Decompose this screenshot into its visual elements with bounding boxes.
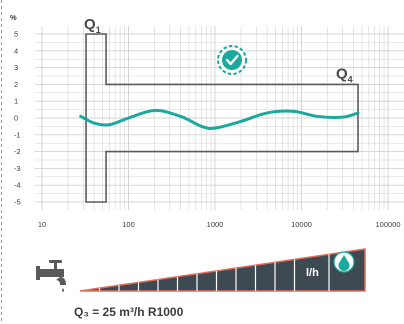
x-tick-label: 100000 — [375, 220, 400, 229]
y-tick-label: 1 — [14, 97, 18, 106]
q4-subscript: 4 — [348, 74, 353, 84]
y-axis-unit: % — [10, 13, 17, 22]
q4-label: Q4 — [336, 65, 353, 84]
y-tick-label: -1 — [14, 130, 21, 139]
y-tick-label: 5 — [14, 30, 18, 39]
q1-label: Q1 — [84, 16, 101, 35]
y-tick-label: -2 — [14, 147, 21, 156]
x-tick-label: 1000 — [207, 220, 224, 229]
checkmark-badge-icon — [217, 45, 247, 75]
water-tap-icon — [36, 260, 66, 292]
y-tick-label: 2 — [14, 80, 18, 89]
q4-letter: Q — [336, 65, 348, 82]
q1-letter: Q — [84, 16, 96, 33]
meter-spec-caption: Q₃ = 25 m³/h R1000 — [74, 305, 184, 319]
flow-wedge-shape — [79, 248, 366, 292]
y-tick-label: -3 — [14, 164, 21, 173]
flow-unit-label: l/h — [306, 267, 319, 279]
y-tick-label: -4 — [14, 181, 21, 190]
y-tick-label: 3 — [14, 63, 18, 72]
water-drop-icon — [333, 251, 355, 273]
flow-range-wedge: l/h — [79, 248, 366, 292]
error-curve — [79, 108, 360, 130]
x-tick-label: 10000 — [291, 220, 312, 229]
x-axis-ticks: 10 100 1000 10000 100000 — [38, 220, 401, 229]
y-axis-ticks: 5 4 3 2 1 0 -1 -2 -3 -4 -5 — [14, 30, 21, 207]
x-tick-label: 100 — [122, 220, 135, 229]
flow-wedge-dividers — [98, 254, 330, 291]
y-tick-label: 4 — [14, 46, 18, 55]
tolerance-envelope — [85, 33, 359, 203]
y-tick-label: -5 — [14, 198, 21, 207]
y-tick-label: 0 — [14, 114, 18, 123]
x-tick-label: 10 — [38, 220, 46, 229]
q1-subscript: 1 — [96, 25, 101, 35]
